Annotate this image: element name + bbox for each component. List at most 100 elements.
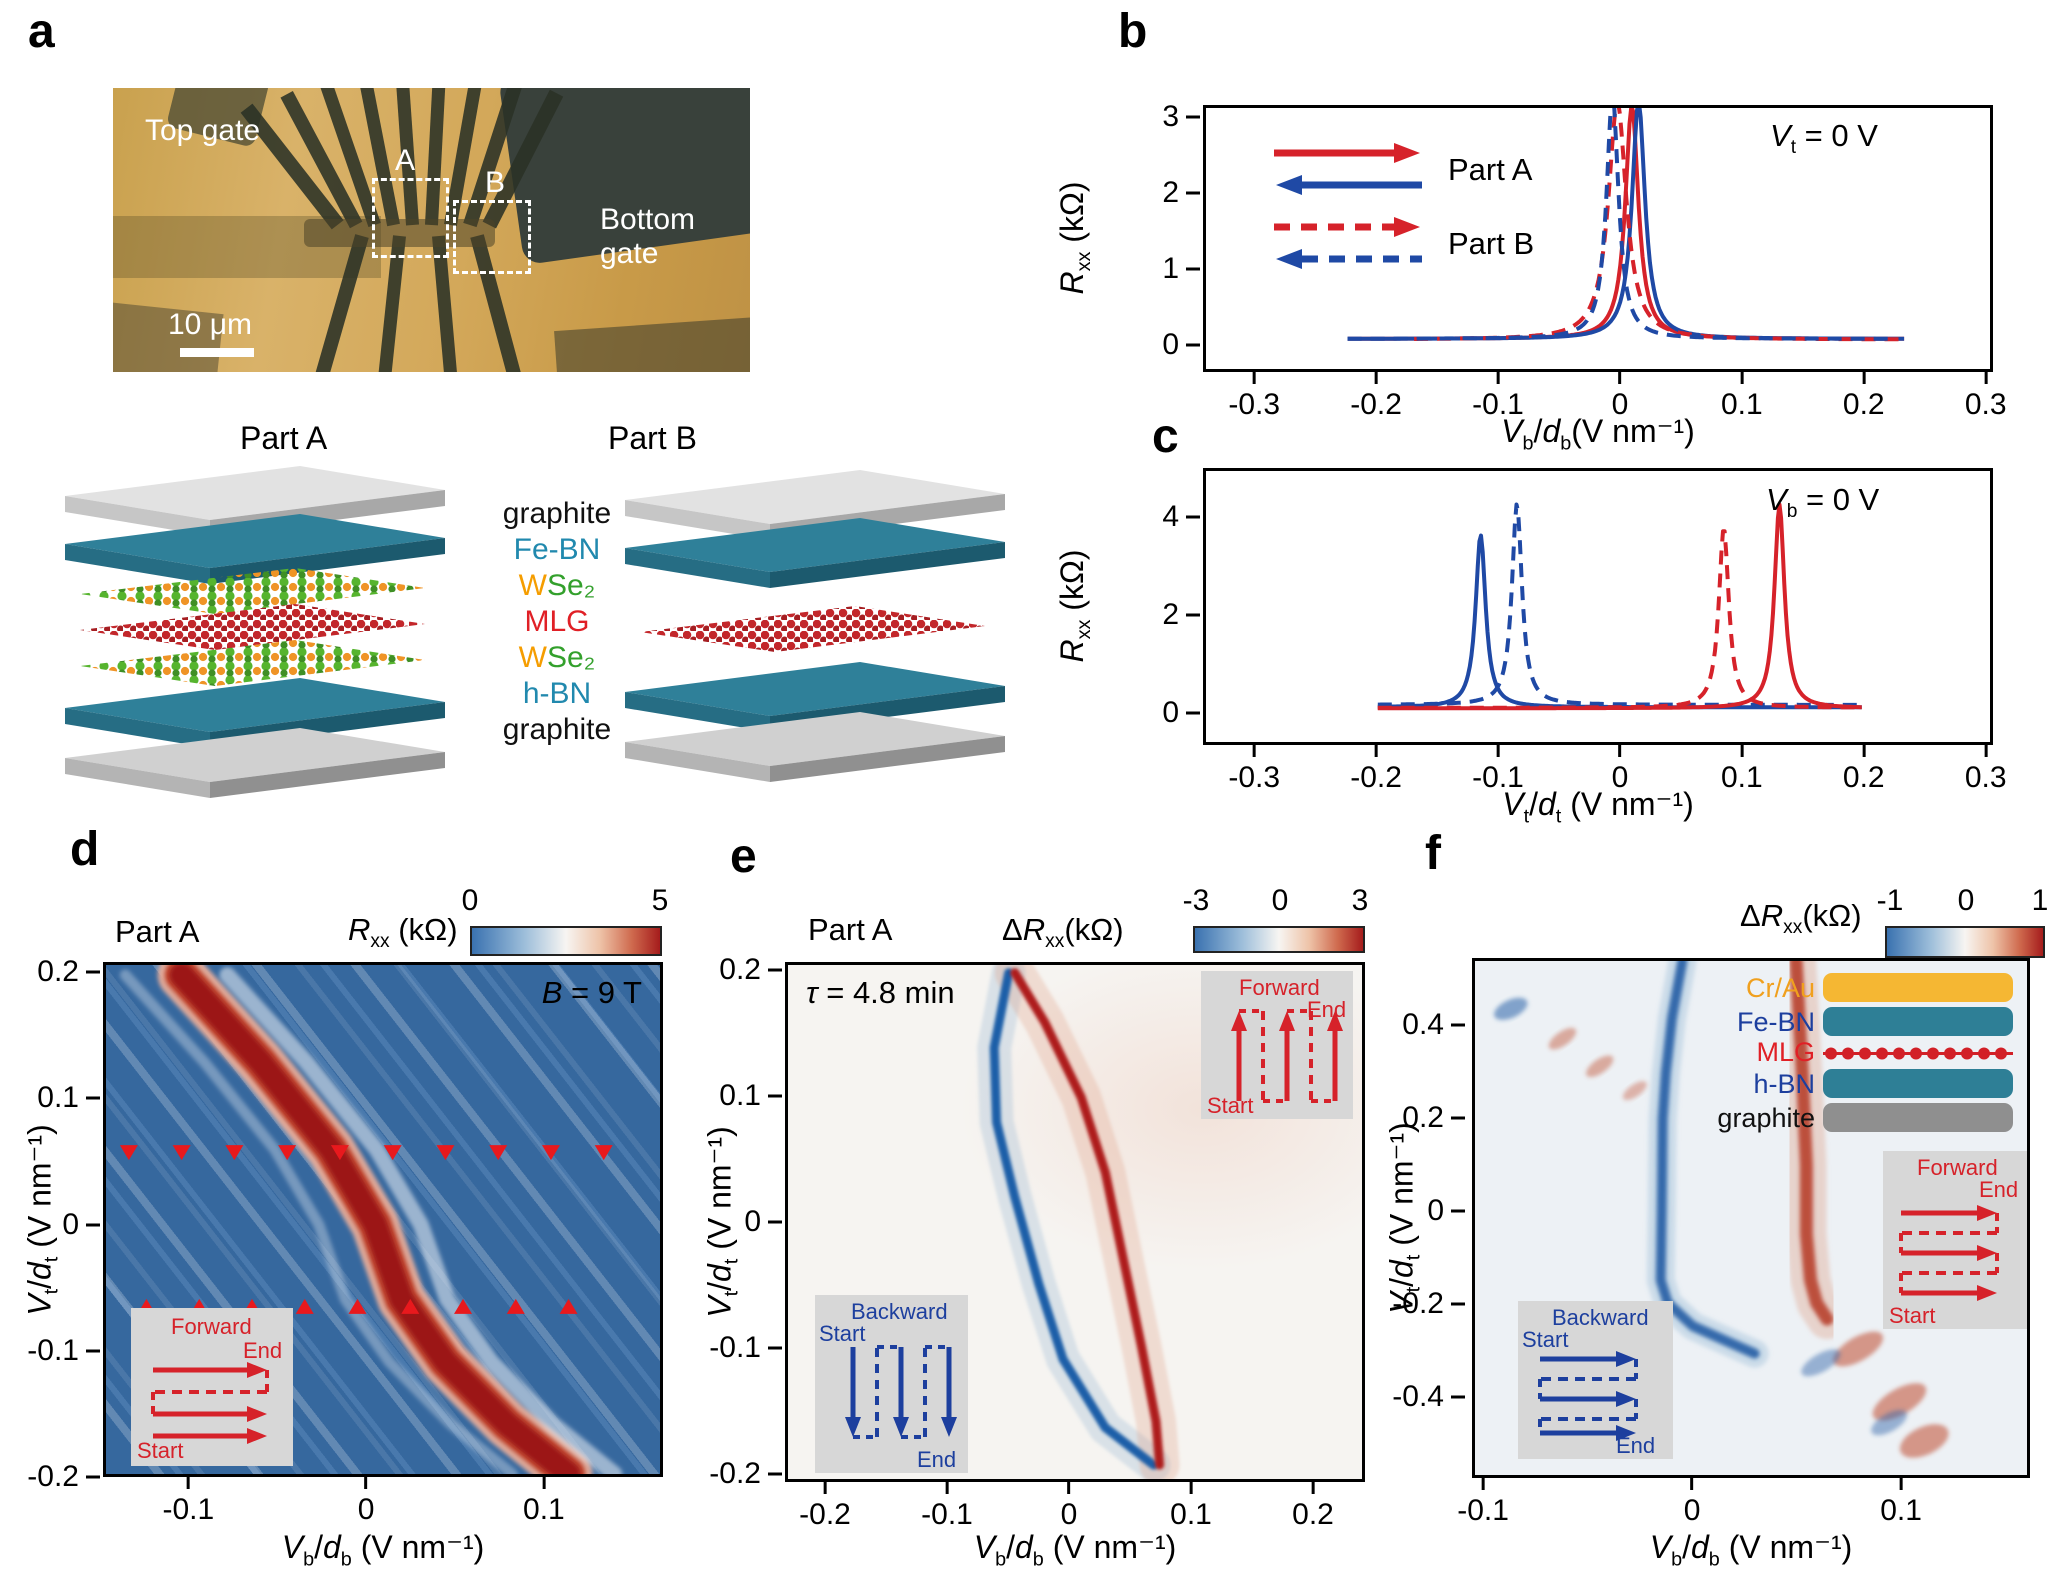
inset-forward-label: Forward <box>1239 975 1320 1000</box>
marker-triangle-down <box>436 1145 455 1161</box>
marker-triangle-down <box>383 1145 402 1161</box>
tick-label: 0 <box>1060 1498 1078 1531</box>
layer-label-graphite-bottom: graphite <box>502 713 612 746</box>
f-legend-mlg-dots <box>1823 1047 2013 1060</box>
plot-e-colorbar <box>1193 926 1365 953</box>
marker-triangle-down <box>119 1145 138 1161</box>
f-legend-crau: Cr/Au <box>1601 973 2021 1003</box>
panel-label-d: d <box>70 823 100 876</box>
plot-d-annotation: B = 9 T <box>541 975 642 1010</box>
plot-e-xticks: -0.2 -0.1 0 0.1 0.2 <box>785 1482 1365 1531</box>
marker-triangle-down <box>489 1145 508 1161</box>
layer-label-wse2-upper: WSe₂ <box>518 569 596 602</box>
tick-label: 0.2 <box>37 955 79 989</box>
tick-label: -0.1 <box>709 1331 761 1365</box>
tick-label: 2 <box>1162 176 1179 209</box>
plot-d-cbar-tick-1: 5 <box>651 884 669 917</box>
plot-e-yticks: 0.2 0.1 0 -0.1 -0.2 <box>689 953 785 1490</box>
tick-label: -0.2 <box>1350 388 1402 421</box>
tick-label: -0.1 <box>27 1333 79 1367</box>
f-legend-febn-bar <box>1823 1007 2013 1036</box>
plot-e-cbar-tick-1: 0 <box>1271 884 1289 917</box>
plot-d-cbar-label: Rxx (kΩ) <box>348 912 458 953</box>
plot-f-ylabel: Vt/dt (V nm⁻¹) <box>1383 1122 1425 1314</box>
plot-d-cbar-tick-0: 0 <box>461 884 479 917</box>
layer-label-hbn: h-BN <box>522 677 592 710</box>
inset-start-label: Start <box>1207 1093 1254 1118</box>
inset-end-label: End <box>1307 997 1347 1022</box>
plot-e-cbar-tick-0: -3 <box>1182 884 1210 917</box>
stack-b-title: Part B <box>608 420 697 456</box>
photo-region-a-box <box>372 178 449 258</box>
tick-label: -0.1 <box>1472 761 1524 794</box>
f-legend-hbn-bar <box>1823 1069 2013 1098</box>
plot-f-cbar-label: ΔRxx(kΩ) <box>1740 898 1862 939</box>
heatmap-f: Cr/Au Fe-BN MLG h-BN graphite Backward S… <box>1472 958 2030 1478</box>
tick-label: 0.1 <box>1880 1494 1922 1527</box>
marker-triangle-up <box>295 1298 314 1314</box>
layer-label-mlg: MLG <box>524 605 590 638</box>
tick-label: 0.1 <box>523 1493 565 1526</box>
tick-label: 0 <box>1162 328 1179 362</box>
plot-c-curves <box>1377 502 1863 711</box>
inset-start-label: Start <box>819 1321 866 1346</box>
tick-label: -0.2 <box>799 1498 851 1531</box>
plot-b-legend-arrows <box>1274 143 1422 269</box>
plot-f-xticks: -0.1 0 0.1 <box>1457 1478 2030 1527</box>
f-legend-graphite-bar <box>1823 1103 2013 1132</box>
marker-triangle-down <box>172 1145 191 1161</box>
plot-f-yticks: 0.4 0.2 0 -0.2 -0.4 <box>1372 958 1468 1478</box>
inset-backward-label: Backward <box>1552 1305 1649 1330</box>
panel-label-f: f <box>1425 827 1441 880</box>
photo-dark-corner-bottom-right <box>554 316 750 372</box>
photo-region-a-label: A <box>395 144 416 177</box>
f-legend-graphite: graphite <box>1601 1103 2021 1133</box>
inset-backward-label: Backward <box>851 1299 948 1324</box>
plot-d-xticks: -0.1 0 0.1 <box>103 1477 663 1526</box>
plot-c-xticks: -0.3 -0.2 -0.1 0 0.1 0.2 0.3 <box>1203 745 2006 794</box>
device-micrograph: Top gate Bottom gate A B 10 μm <box>113 88 750 372</box>
panel-label-b: b <box>1118 5 1148 58</box>
tick-label: -0.3 <box>1228 388 1281 421</box>
tick-label: 2 <box>1162 598 1179 631</box>
plot-c-yticks: 0 2 4 <box>1107 468 1203 745</box>
plot-e-annotation: τ = 4.8 min <box>806 975 955 1010</box>
f-legend-crau-bar <box>1823 973 2013 1002</box>
plot-e-title: Part A <box>808 912 893 947</box>
tick-label: 0 <box>1611 761 1629 794</box>
plot-c-ylabel: Rxx (kΩ) <box>1053 549 1096 663</box>
plot-f-colorbar <box>1885 926 2045 958</box>
marker-triangle-down <box>330 1145 349 1161</box>
plot-f-cbar-tick-0: -1 <box>1876 884 1904 917</box>
plot-d-colorbar <box>470 926 662 956</box>
heatmap-f-curves <box>1494 961 1949 1458</box>
inset-forward-arrows <box>1231 1009 1343 1103</box>
tick-label: 0.1 <box>37 1081 79 1115</box>
f-legend-febn-label: Fe-BN <box>1736 1007 1815 1037</box>
plot-e-inset-backward: Backward Start End <box>815 1295 968 1473</box>
plot-f-inset-backward: Backward Start End <box>1518 1301 1673 1459</box>
tick-label: 0.3 <box>1964 761 2007 794</box>
inset-backward-arrows <box>845 1345 957 1439</box>
marker-triangle-up <box>454 1298 473 1314</box>
inset-start-label: Start <box>1889 1303 1936 1328</box>
tick-label: 0.2 <box>1842 761 1885 794</box>
layer-label-graphite-top: graphite <box>502 497 612 530</box>
plot-e-inset-forward: Forward End Start <box>1201 971 1353 1119</box>
legend-part-b: Part B <box>1448 226 1535 261</box>
photo-region-b-label: B <box>485 166 506 199</box>
plot-d-title: Part A <box>115 914 200 949</box>
heatmap-e-curves <box>977 965 1180 1479</box>
stack-a-diagram <box>65 466 445 798</box>
photo-scalebar <box>180 348 254 357</box>
marker-triangle-up <box>506 1298 525 1314</box>
tick-label: -0.2 <box>27 1460 79 1493</box>
marker-triangle-down <box>278 1145 297 1161</box>
f-legend-hbn-label: h-BN <box>1753 1069 1815 1099</box>
marker-triangle-down <box>541 1145 560 1161</box>
marker-triangle-down <box>594 1145 613 1161</box>
marker-triangle-down <box>225 1145 244 1161</box>
tick-label: 0.1 <box>1720 388 1763 421</box>
plot-b-yticks: 0 1 2 3 <box>1107 100 1203 372</box>
